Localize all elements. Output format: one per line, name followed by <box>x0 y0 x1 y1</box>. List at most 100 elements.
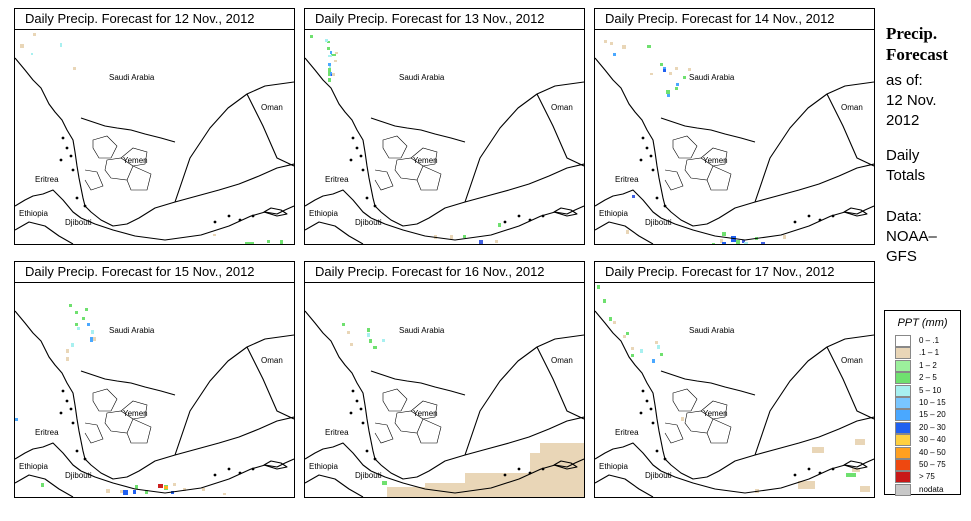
somalia-coastline <box>370 205 584 241</box>
precip-cell <box>783 235 786 239</box>
precip-cell <box>688 68 691 71</box>
forecast-panel: Daily Precip. Forecast for 16 Nov., 2012… <box>304 261 585 498</box>
precip-cell <box>106 489 110 493</box>
precip-cell <box>761 242 765 244</box>
legend-label: .1 – 1 <box>919 348 940 358</box>
precip-cell <box>15 418 18 421</box>
precip-cell <box>463 235 466 238</box>
precip-cell <box>666 90 670 94</box>
precip-cell <box>328 78 331 82</box>
map-label-djibouti: Djibouti <box>65 218 92 227</box>
island-dot <box>65 399 69 403</box>
precip-cell <box>647 45 651 48</box>
yemen-north-border <box>370 370 466 396</box>
precip-cell <box>93 337 96 341</box>
precip-cell <box>613 321 616 324</box>
precip-cell <box>173 483 176 486</box>
precip-cell <box>367 333 370 337</box>
governorate-boundaries <box>664 135 732 191</box>
precip-cell <box>135 485 138 489</box>
precip-cells <box>20 33 283 244</box>
totals-label: Totals <box>886 167 926 184</box>
forecast-panel: Daily Precip. Forecast for 12 Nov., 2012… <box>14 8 295 245</box>
precip-cell <box>350 343 353 346</box>
precip-cell <box>657 345 660 349</box>
forecast-panel: Daily Precip. Forecast for 14 Nov., 2012… <box>594 8 875 245</box>
precip-cell <box>331 54 336 56</box>
yemen-precip-map: Saudi Arabia Oman Yemen Eritrea Ethiopia Djib… <box>595 285 874 497</box>
precip-cell <box>75 323 78 326</box>
precip-cell <box>540 443 584 453</box>
precip-cell <box>681 417 684 421</box>
island-dot <box>69 407 73 411</box>
legend-label: 50 – 75 <box>919 460 946 469</box>
island-dot <box>361 168 365 172</box>
precip-cell <box>744 242 748 244</box>
precip-cell <box>120 490 123 493</box>
island-dot <box>365 449 369 453</box>
daily-label: Daily <box>886 147 920 164</box>
yemen-precip-map: Saudi Arabia Oman Yemen Eritrea Ethiopia Djib… <box>305 35 584 244</box>
arabia-coastline <box>15 310 294 480</box>
precip-cell <box>202 488 205 491</box>
ethiopia-border <box>15 221 74 244</box>
legend-label: 5 – 10 <box>919 385 942 395</box>
island-dot <box>528 218 532 222</box>
island-dot <box>351 389 355 393</box>
saudi-yemen-oman-border <box>174 334 294 456</box>
somalia-coastline <box>660 458 874 494</box>
island-dot <box>818 471 822 475</box>
somalia-coastline <box>80 458 294 494</box>
socotra-island <box>263 460 288 470</box>
map-label-eritrea: Eritrea <box>35 175 59 184</box>
precip-cell <box>328 68 331 76</box>
socotra-island <box>843 460 868 470</box>
precip-cell <box>373 346 377 349</box>
precip-cell <box>736 240 740 244</box>
ethiopia-border <box>305 221 364 244</box>
precip-cell <box>812 447 824 453</box>
precip-cell <box>310 35 313 38</box>
precip-cell <box>327 41 330 43</box>
precip-cell <box>325 39 328 42</box>
precip-cell <box>609 317 612 321</box>
precip-cell <box>663 69 666 72</box>
as-of-year: 2012 <box>886 112 920 129</box>
island-dot <box>61 389 65 393</box>
saudi-yemen-oman-border <box>464 81 584 203</box>
legend-label: 2 – 5 <box>919 373 937 383</box>
precip-cell <box>41 483 44 487</box>
map-label-saudi: Saudi Arabia <box>399 326 445 335</box>
precip-cell <box>632 195 635 198</box>
map-label-eritrea: Eritrea <box>615 428 639 437</box>
island-dot <box>69 154 73 158</box>
oman-border <box>246 93 294 167</box>
map-label-yemen: Yemen <box>123 156 148 165</box>
precip-cell <box>90 337 93 342</box>
somalia-coastline <box>80 205 294 241</box>
eritrea-ethiopia-coast <box>595 442 662 472</box>
map-label-oman: Oman <box>261 356 283 365</box>
socotra-island <box>553 207 578 217</box>
panel-title: Daily Precip. Forecast for 15 Nov., 2012 <box>15 262 294 283</box>
island-dot <box>645 146 649 150</box>
island-dot <box>641 389 645 393</box>
panel-title: Daily Precip. Forecast for 13 Nov., 2012 <box>305 9 584 30</box>
precip-cell <box>626 332 629 335</box>
map-label-saudi: Saudi Arabia <box>689 73 735 82</box>
map-label-ethiopia: Ethiopia <box>599 209 628 218</box>
precip-cell <box>660 63 663 66</box>
island-dot <box>71 421 75 425</box>
oman-border <box>826 346 874 420</box>
precip-cell <box>387 487 427 497</box>
island-dot <box>517 214 521 218</box>
legend-label: 10 – 15 <box>919 398 946 407</box>
island-dot <box>227 467 231 471</box>
precip-cell <box>342 323 345 326</box>
precip-cell <box>267 240 270 243</box>
island-dot <box>359 407 363 411</box>
precip-cell <box>846 473 856 477</box>
precip-cell <box>280 240 283 244</box>
island-dot <box>373 204 377 208</box>
map-label-djibouti: Djibouti <box>645 218 672 227</box>
